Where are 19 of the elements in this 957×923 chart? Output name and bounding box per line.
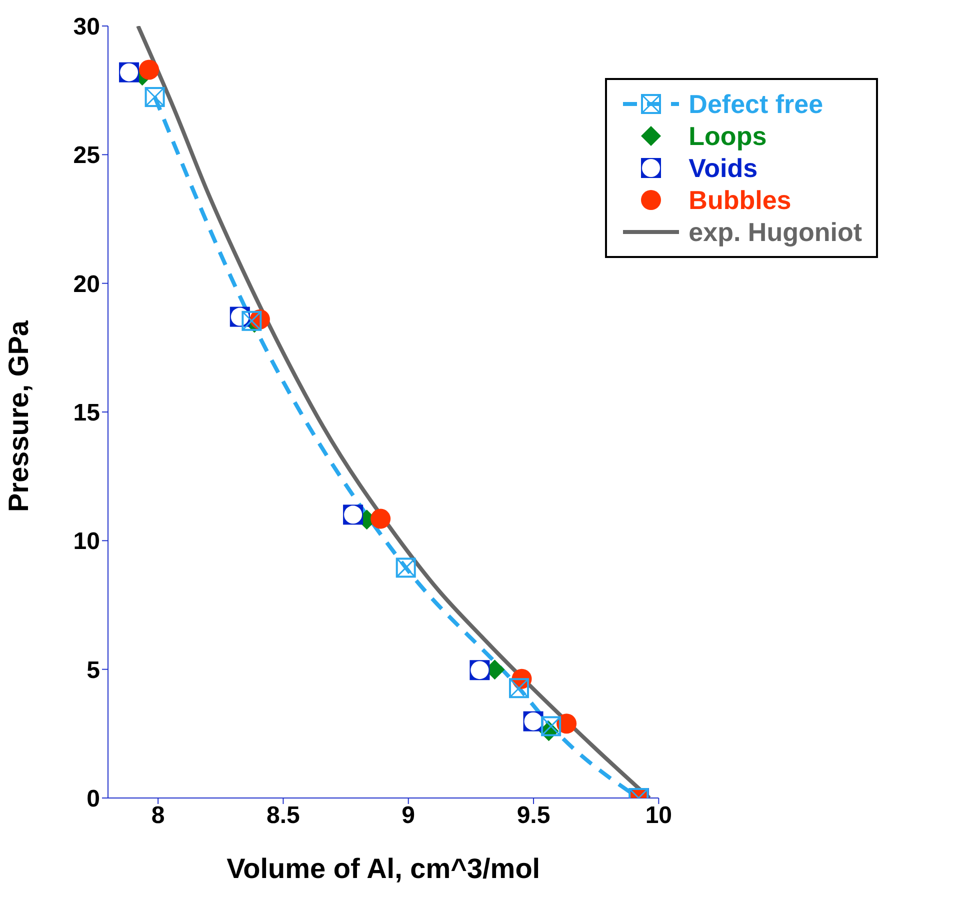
x-tick-label: 8 <box>151 802 165 830</box>
x-axis-title: Volume of Al, cm^3/mol <box>226 853 540 884</box>
y-tick-label: 5 <box>86 656 100 684</box>
legend-label: Loops <box>688 120 767 152</box>
y-tick-label: 25 <box>73 142 100 170</box>
y-tick-label: 0 <box>86 786 100 813</box>
y-tick-label: 30 <box>73 14 100 41</box>
legend-label: Defect free <box>688 88 824 120</box>
x-tick-label: 10 <box>645 802 672 830</box>
x-tick-label: 8.5 <box>266 802 300 830</box>
y-tick-label: 20 <box>73 270 100 298</box>
legend-label: Voids <box>688 152 758 184</box>
y-tick-label: 10 <box>73 528 100 556</box>
y-axis-title: Pressure, GPa <box>2 320 34 512</box>
x-tick-label: 9 <box>402 802 416 830</box>
x-tick-label: 9.5 <box>516 802 550 830</box>
legend-label: Bubbles <box>688 184 792 216</box>
legend-label: exp. Hugoniot <box>688 216 862 248</box>
y-tick-label: 15 <box>73 400 100 427</box>
